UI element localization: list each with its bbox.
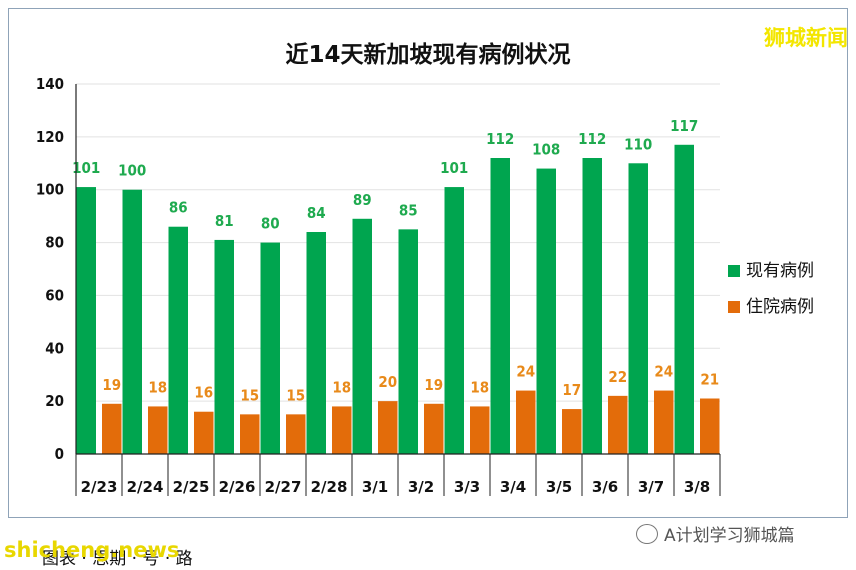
bar-hospitalized	[102, 403, 122, 454]
bar-current-cases	[398, 229, 418, 454]
data-label-current-cases: 112	[486, 130, 514, 148]
data-label-hospitalized: 16	[194, 384, 213, 402]
bar-current-cases	[536, 168, 556, 455]
bar-hospitalized	[562, 409, 582, 454]
data-label-current-cases: 100	[118, 162, 146, 180]
x-tick-label: 2/27	[265, 478, 302, 496]
data-label-hospitalized: 19	[102, 376, 121, 394]
data-label-hospitalized: 17	[562, 381, 581, 399]
data-label-current-cases: 108	[532, 141, 560, 159]
bar-hospitalized	[654, 390, 674, 454]
bar-current-cases	[490, 158, 510, 454]
bar-current-cases	[122, 189, 142, 454]
x-tick-label: 2/28	[311, 478, 348, 496]
bar-hospitalized	[194, 411, 214, 454]
x-tick-label: 3/6	[592, 478, 618, 496]
data-label-hospitalized: 18	[332, 378, 351, 396]
data-label-current-cases: 101	[72, 159, 100, 177]
bar-current-cases	[214, 239, 234, 454]
caption-text: 图表 · 思期 · 号 · 路	[42, 549, 193, 569]
x-tick-label: 2/26	[219, 478, 256, 496]
bar-hospitalized	[240, 414, 260, 454]
bar-hospitalized	[516, 390, 536, 454]
bar-current-cases	[306, 232, 326, 454]
data-label-hospitalized: 22	[608, 368, 627, 386]
bar-hospitalized	[332, 406, 352, 454]
bars: 101 100 86 81 80 84 89 85 101 112 108 112 110 117 19 18…	[72, 117, 720, 455]
y-tick-label: 60	[45, 286, 64, 304]
y-tick-label: 140	[36, 75, 64, 93]
watermark: shicheng.news	[4, 538, 180, 562]
data-label-hospitalized: 18	[470, 378, 489, 396]
data-label-current-cases: 112	[578, 130, 606, 148]
x-tick-label: 2/25	[173, 478, 210, 496]
data-label-hospitalized: 18	[148, 378, 167, 396]
legend-label: 现有病例	[746, 261, 814, 281]
bar-hospitalized	[608, 395, 628, 454]
bar-hospitalized	[286, 414, 306, 454]
data-label-hospitalized: 15	[286, 386, 305, 404]
bar-hospitalized	[700, 398, 720, 454]
data-label-hospitalized: 24	[654, 363, 673, 381]
data-label-current-cases: 81	[215, 212, 234, 230]
bar-current-cases	[352, 218, 372, 454]
bar-hospitalized	[148, 406, 168, 454]
y-tick-label: 80	[45, 234, 64, 252]
wechat-attribution: A计划学习狮城篇	[636, 521, 795, 546]
x-tick-label: 3/4	[500, 478, 526, 496]
wechat-account-name: A计划学习狮城篇	[664, 526, 795, 546]
x-tick-label: 3/7	[638, 478, 664, 496]
x-tick-label: 2/24	[127, 478, 164, 496]
x-tick-label: 3/1	[362, 478, 388, 496]
bar-current-cases	[76, 187, 96, 455]
bar-hospitalized	[378, 401, 398, 454]
legend-swatch	[728, 301, 740, 313]
bar-hospitalized	[470, 406, 490, 454]
data-label-current-cases: 86	[169, 199, 188, 217]
y-tick-label: 40	[45, 339, 64, 357]
y-tick-label: 120	[36, 128, 64, 146]
data-label-current-cases: 80	[261, 215, 280, 233]
data-label-current-cases: 84	[307, 204, 326, 222]
y-tick-label: 20	[45, 392, 64, 410]
data-label-current-cases: 110	[624, 135, 652, 153]
bar-current-cases	[168, 226, 188, 454]
data-label-current-cases: 117	[670, 117, 698, 135]
bar-hospitalized	[424, 403, 444, 454]
bar-current-cases	[628, 163, 648, 455]
brand-logo-text: 狮城新闻	[764, 26, 848, 50]
wechat-icon	[636, 523, 658, 544]
bar-current-cases	[674, 144, 694, 455]
data-label-current-cases: 101	[440, 159, 468, 177]
bar-current-cases	[260, 242, 280, 454]
data-label-hospitalized: 15	[240, 386, 259, 404]
x-tick-label: 3/2	[408, 478, 434, 496]
data-label-hospitalized: 19	[424, 376, 443, 394]
x-tick-label: 3/5	[546, 478, 572, 496]
axes: 0 20 40 60 80 100 120 140 2/23 2/24 2/25 2/26 2/27 2/…	[36, 75, 721, 496]
data-label-hospitalized: 20	[378, 373, 397, 391]
y-tick-label: 0	[55, 445, 64, 463]
legend-label: 住院病例	[746, 297, 814, 317]
data-label-current-cases: 85	[399, 201, 418, 219]
chart-title: 近14天新加坡现有病例状况	[285, 41, 570, 68]
data-label-current-cases: 89	[353, 191, 372, 209]
y-tick-label: 100	[36, 181, 64, 199]
data-label-hospitalized: 21	[700, 371, 719, 389]
x-tick-label: 3/8	[684, 478, 710, 496]
x-tick-label: 3/3	[454, 478, 480, 496]
bar-current-cases	[582, 158, 602, 454]
bar-current-cases	[444, 187, 464, 455]
legend-swatch	[728, 265, 740, 277]
data-label-hospitalized: 24	[516, 363, 535, 381]
x-tick-label: 2/23	[81, 478, 118, 496]
